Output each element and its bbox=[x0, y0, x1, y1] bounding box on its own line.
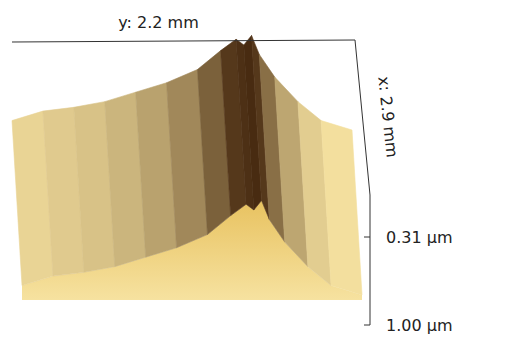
z-tick-label: 1.00 µm bbox=[386, 316, 452, 335]
z-axis-line bbox=[370, 195, 371, 325]
surface-strip bbox=[321, 121, 362, 295]
z-tick bbox=[364, 237, 370, 238]
depth-axis-line bbox=[355, 40, 370, 195]
depth-axis-title: x: 2.9 mm bbox=[374, 75, 401, 158]
y-axis-line bbox=[12, 40, 355, 42]
z-tick-label: 0.31 µm bbox=[386, 228, 452, 247]
z-tick bbox=[364, 325, 370, 326]
surface-chart: y: 2.2 mm x: 2.9 mm 0.31 µm 1.00 µm bbox=[0, 0, 506, 343]
surface bbox=[12, 36, 362, 301]
y-axis-title: y: 2.2 mm bbox=[118, 13, 198, 32]
